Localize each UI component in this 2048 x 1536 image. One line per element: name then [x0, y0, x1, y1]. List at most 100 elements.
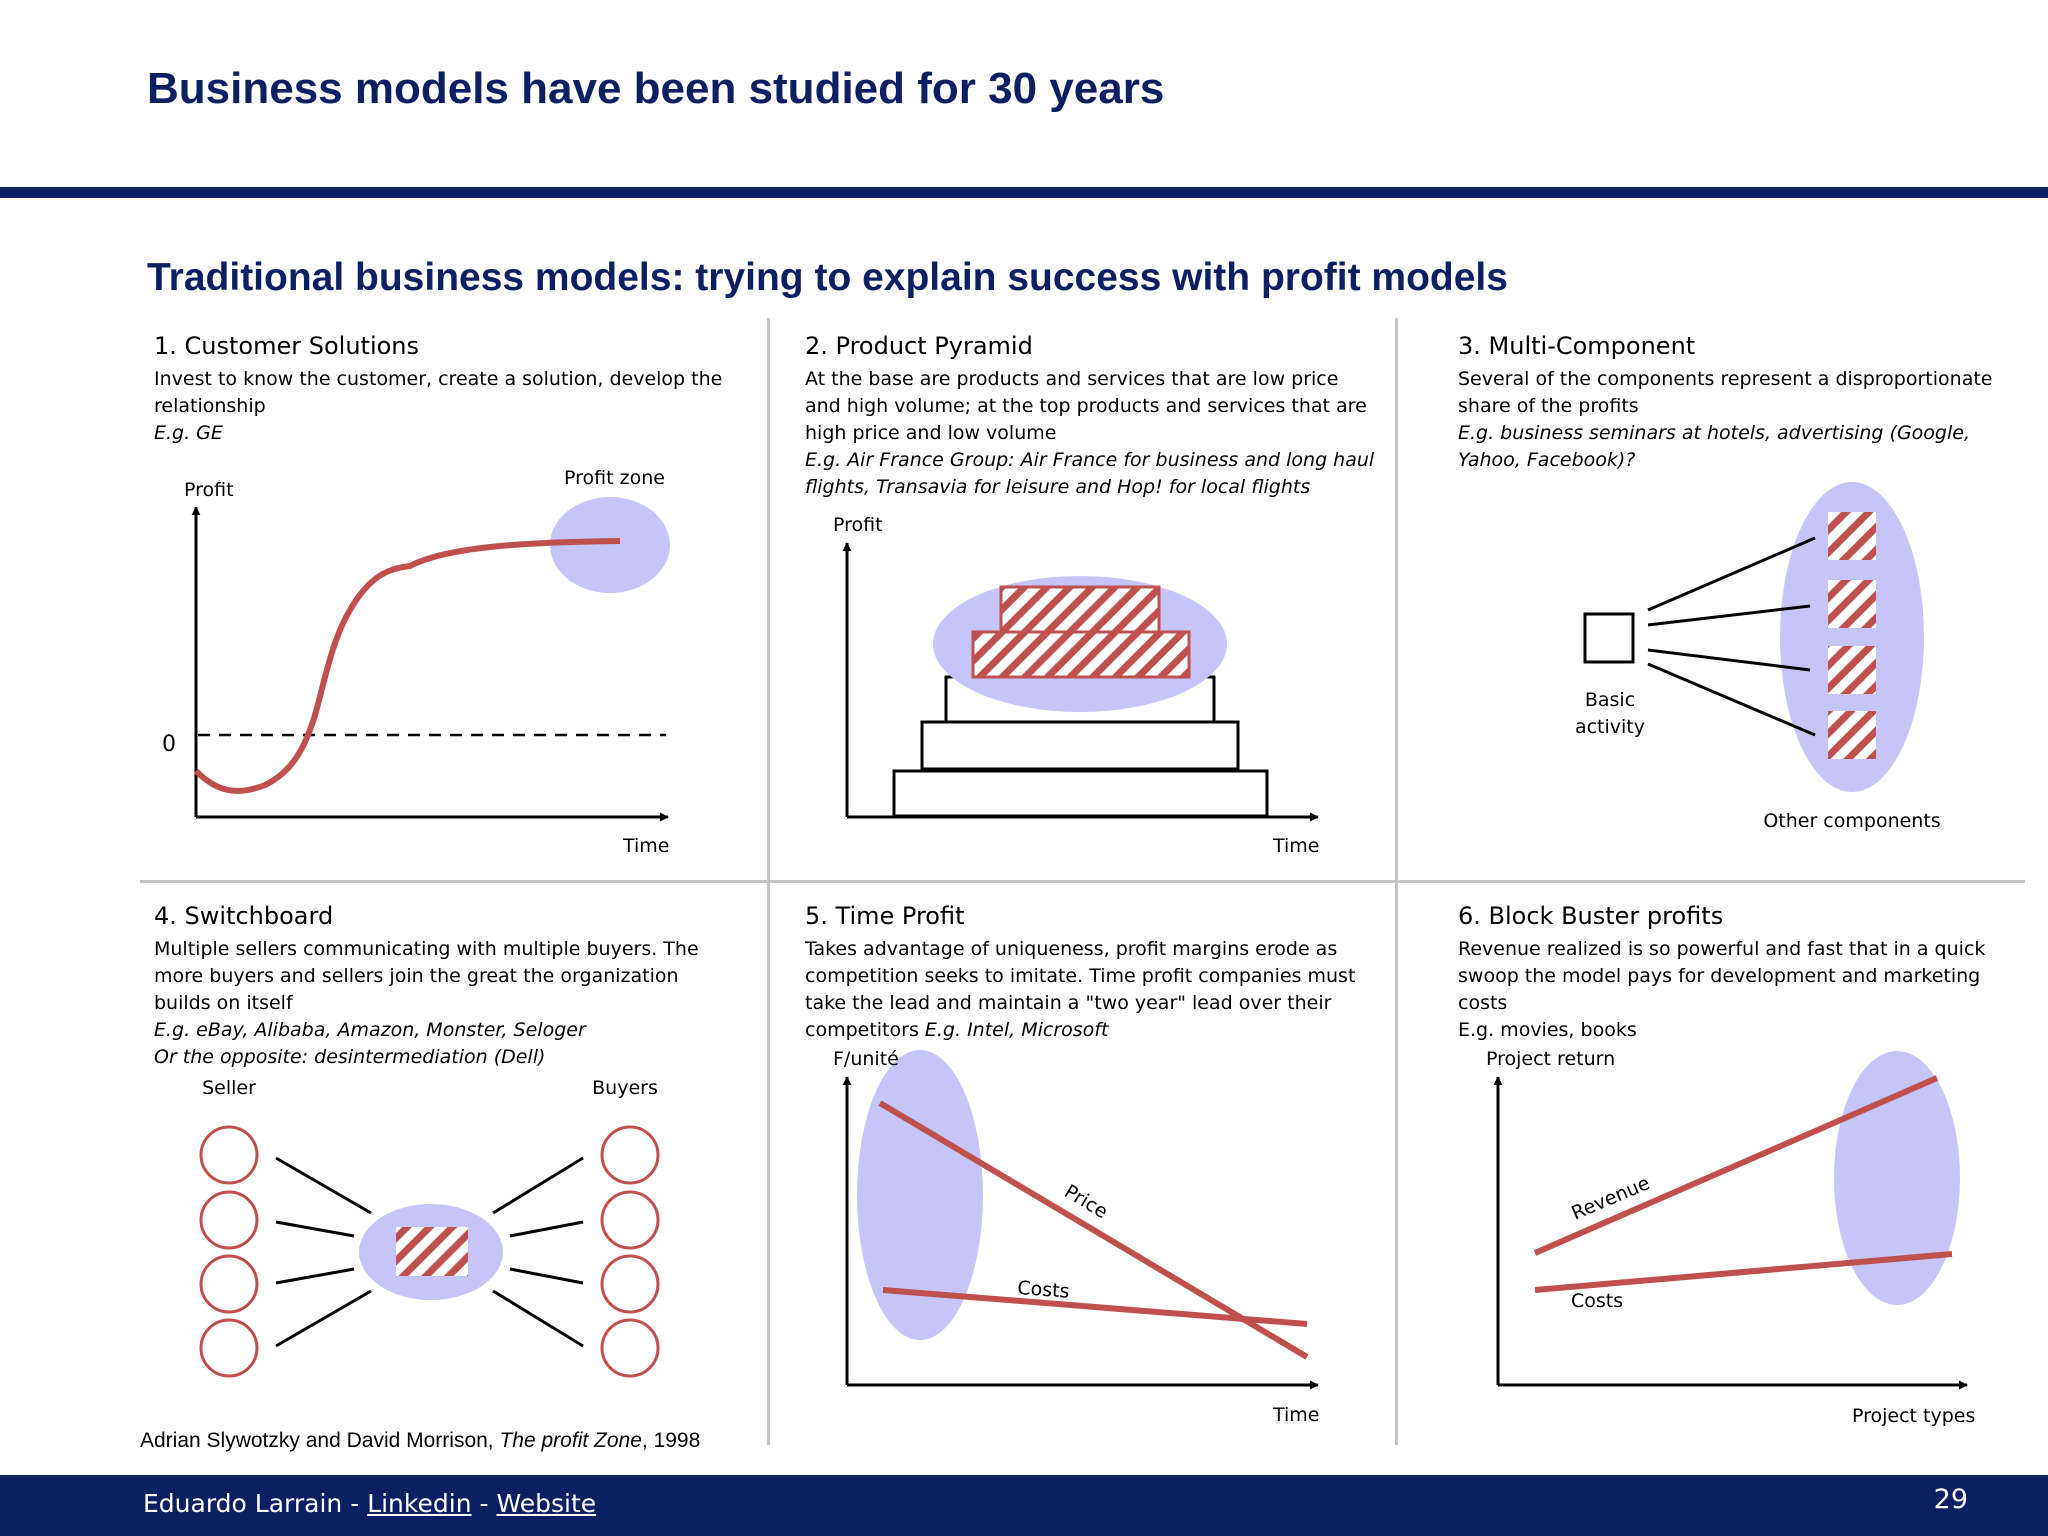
revenue-label: Revenue — [1568, 1172, 1653, 1225]
panel-title: 6. Block Buster profits — [1458, 902, 1724, 930]
x-axis-label: Time — [1272, 835, 1320, 857]
other-components-label: Other components — [1763, 810, 1940, 832]
panel-title: 2. Product Pyramid — [805, 332, 1033, 360]
buyer-connector — [509, 1267, 584, 1285]
page-title: Business models have been studied for 30… — [147, 64, 1165, 113]
basic-activity-label-1: Basic — [1585, 689, 1635, 711]
seller-connector — [275, 1289, 372, 1348]
page-number: 29 — [1933, 1484, 1968, 1515]
example-text: E.g. Intel, Microsoft — [924, 1019, 1109, 1041]
pyramid-level-4-profit — [971, 630, 1191, 679]
example-text: E.g. business seminars at hotels, advert… — [1458, 422, 1970, 471]
panel-title: 4. Switchboard — [154, 902, 334, 930]
buyer-node — [600, 1190, 660, 1250]
linkedin-link[interactable]: Linkedin — [367, 1489, 472, 1518]
y-axis-label: Profit — [184, 479, 234, 501]
buyer-connector — [509, 1220, 584, 1238]
footer-separator: - — [471, 1489, 497, 1518]
component-2 — [1828, 580, 1876, 628]
y-axis-label: Project return — [1486, 1048, 1615, 1070]
buyers-label: Buyers — [592, 1077, 658, 1099]
buyer-connector — [492, 1156, 584, 1215]
description-text: Multiple sellers communicating with mult… — [154, 938, 699, 1014]
source-citation: Adrian Slywotzky and David Morrison, The… — [140, 1429, 700, 1453]
y-axis-label: Profit — [833, 514, 883, 536]
divider-horizontal — [140, 880, 2025, 883]
seller-connector — [275, 1267, 355, 1285]
page-subtitle: Traditional business models: trying to e… — [147, 256, 1508, 299]
x-axis-label: Project types — [1852, 1405, 1975, 1427]
connector-1 — [1647, 536, 1816, 612]
profit-zone-ellipse — [550, 497, 670, 593]
pyramid-level-1 — [892, 769, 1269, 818]
seller-node — [199, 1190, 259, 1250]
connector-3 — [1647, 648, 1811, 672]
example-text: E.g. eBay, Alibaba, Amazon, Monster, Sel… — [154, 1019, 586, 1041]
costs-line — [882, 1287, 1308, 1327]
example-text-2: Or the opposite: desintermediation (Dell… — [154, 1046, 546, 1068]
basic-activity-label-2: activity — [1575, 716, 1645, 738]
profit-curve — [193, 538, 621, 794]
description-text: Revenue realized is so powerful and fast… — [1458, 938, 1986, 1014]
time-zone-ellipse — [857, 1050, 983, 1340]
example-text: E.g. GE — [154, 422, 223, 444]
example-text: E.g. Air France Group: Air France for bu… — [805, 449, 1375, 498]
seller-node — [199, 1254, 259, 1314]
source-year: , 1998 — [641, 1429, 701, 1452]
panel-description: Several of the components represent a di… — [1458, 366, 2028, 474]
footer-bar — [0, 1475, 2048, 1536]
profit-zone-label: Profit zone — [564, 467, 665, 489]
description-text: At the base are products and services th… — [805, 368, 1367, 444]
blockbuster-zone-ellipse — [1834, 1051, 1960, 1305]
hub-organization — [396, 1227, 468, 1276]
description-text: Several of the components represent a di… — [1458, 368, 1993, 417]
panel-description: Takes advantage of uniqueness, profit ma… — [805, 936, 1380, 1044]
panel-title: 5. Time Profit — [805, 902, 965, 930]
seller-node — [199, 1125, 259, 1185]
costs-label: Costs — [1017, 1277, 1071, 1303]
component-1 — [1828, 512, 1876, 560]
source-authors: Adrian Slywotzky and David Morrison, — [140, 1429, 500, 1452]
panel-title: 1. Customer Solutions — [154, 332, 420, 360]
component-4 — [1828, 711, 1876, 759]
buyer-node — [600, 1254, 660, 1314]
revenue-line — [1533, 1075, 1939, 1256]
zero-label: 0 — [162, 732, 176, 757]
description-text: Takes advantage of uniqueness, profit ma… — [805, 938, 1356, 1041]
footer-credits: Eduardo Larrain - Linkedin - Website — [143, 1489, 596, 1518]
price-line — [878, 1100, 1309, 1360]
x-axis-label: Time — [622, 835, 670, 857]
seller-label: Seller — [202, 1077, 256, 1099]
seller-node — [199, 1318, 259, 1378]
panel-description: At the base are products and services th… — [805, 366, 1380, 501]
example-text: E.g. movies, books — [1458, 1019, 1637, 1041]
buyer-node — [600, 1318, 660, 1378]
costs-label: Costs — [1571, 1290, 1623, 1312]
footer-author: Eduardo Larrain — [143, 1489, 343, 1518]
y-axis-label: F/unité — [833, 1048, 899, 1070]
footer-separator: - — [342, 1489, 368, 1518]
x-axis-label: Time — [1272, 1404, 1320, 1426]
buyer-connector — [492, 1289, 584, 1348]
connector-4 — [1647, 662, 1816, 737]
pyramid-level-5-profit — [999, 585, 1161, 634]
connector-2 — [1647, 604, 1811, 627]
panel-description: Invest to know the customer, create a so… — [154, 366, 734, 447]
header-rule — [0, 187, 2048, 198]
source-book: The profit Zone — [499, 1429, 642, 1452]
component-3 — [1828, 646, 1876, 694]
seller-connector — [275, 1156, 372, 1215]
costs-line — [1534, 1251, 1953, 1293]
pyramid-level-2 — [920, 720, 1240, 771]
panel-title: 3. Multi-Component — [1458, 332, 1696, 360]
website-link[interactable]: Website — [496, 1489, 597, 1518]
panel-description: Revenue realized is so powerful and fast… — [1458, 936, 2033, 1044]
seller-connector — [275, 1220, 355, 1238]
panel-description: Multiple sellers communicating with mult… — [154, 936, 734, 1071]
